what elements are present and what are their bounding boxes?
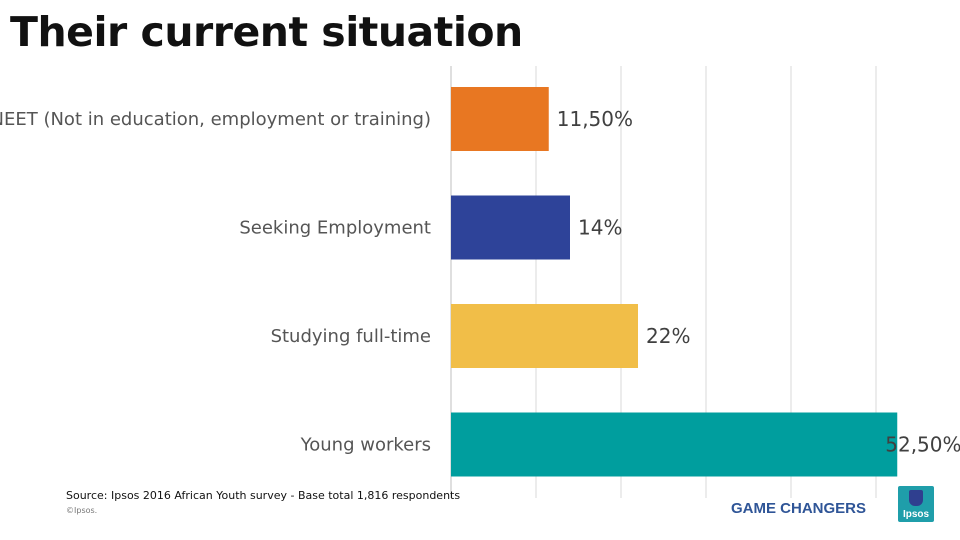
labels: NEET (Not in education, employment or tr… xyxy=(0,107,960,457)
ipsos-logo: Ipsos xyxy=(898,486,934,522)
value-label-0: 11,50% xyxy=(557,107,633,131)
value-label-3: 52,50% xyxy=(885,433,960,457)
category-label-0: NEET (Not in education, employment or tr… xyxy=(0,109,431,130)
value-label-1: 14% xyxy=(578,216,622,240)
category-label-1: Seeking Employment xyxy=(239,218,431,239)
page-title: Their current situation xyxy=(10,8,523,56)
category-label-2: Studying full-time xyxy=(271,326,431,347)
bar-3 xyxy=(451,412,898,477)
logo-text: Ipsos xyxy=(902,509,930,520)
value-label-2: 22% xyxy=(646,324,690,348)
category-label-3: Young workers xyxy=(300,435,431,456)
bar-2 xyxy=(451,304,638,368)
brand-tagline: GAME CHANGERS xyxy=(731,500,867,517)
bar-0 xyxy=(451,87,549,151)
bars xyxy=(451,87,898,477)
source-note: Source: Ipsos 2016 African Youth survey … xyxy=(66,489,461,502)
bar-1 xyxy=(451,195,570,260)
copyright-note: ©Ipsos. xyxy=(66,506,98,515)
logo-mark-icon xyxy=(909,490,923,506)
